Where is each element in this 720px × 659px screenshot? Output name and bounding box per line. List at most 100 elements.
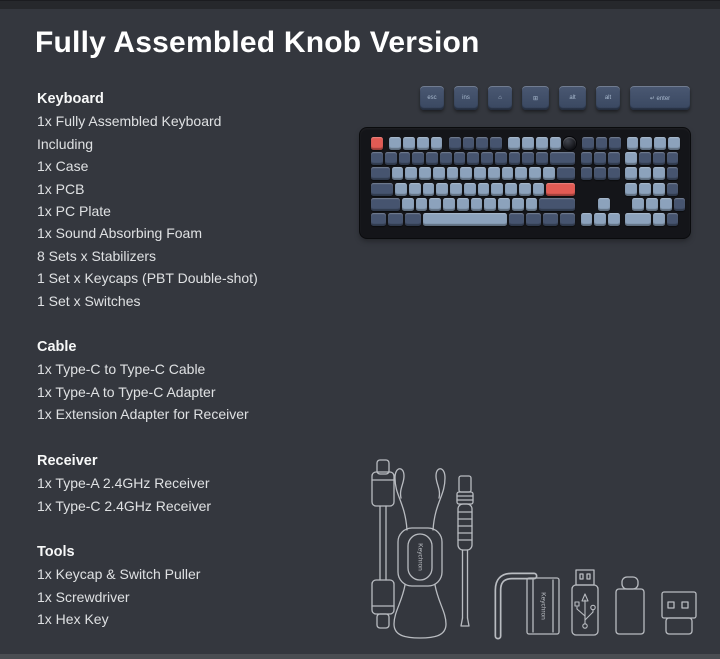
floating-keycap: ⌂ [488, 86, 512, 110]
hex-key-icon [494, 572, 538, 640]
keycap [667, 137, 680, 150]
puller-brand-label: Keychron [416, 543, 423, 571]
list-item: 1x Type-A 2.4GHz Receiver [37, 475, 210, 492]
keycap [498, 197, 510, 211]
list-item: 1x Screwdriver [37, 588, 130, 605]
keycap [522, 152, 534, 166]
key-gap [611, 198, 632, 211]
keycap [625, 152, 638, 166]
keycap [560, 212, 576, 226]
keycap [666, 152, 679, 166]
keycap [412, 152, 424, 166]
keycap [505, 182, 517, 196]
list-item: 1x Type-C 2.4GHz Receiver [37, 497, 212, 514]
keycap [453, 152, 466, 166]
keycap [597, 197, 610, 211]
list-item: 1x Type-C to Type-C Cable [37, 361, 206, 378]
keycap [371, 182, 394, 196]
keycap [666, 167, 679, 181]
keycap [462, 137, 475, 150]
product-section: Tools 1x Keycap & Switch Puller 1x Screwdr… [37, 541, 367, 631]
list-item: 1x PCB [37, 180, 85, 197]
keycap [625, 167, 638, 181]
keycap [371, 197, 400, 211]
keycap [450, 182, 462, 196]
knob [563, 137, 577, 150]
list-item: 1x Sound Absorbing Foam [37, 225, 202, 242]
keycap [456, 197, 469, 211]
keycap [508, 152, 521, 166]
keycap [422, 212, 507, 226]
keycap [515, 167, 528, 181]
key-gap [621, 152, 624, 165]
product-section: Receiver 1x Type-A 2.4GHz Receiver 1x Type… [37, 450, 367, 517]
floating-keycap: alt [596, 86, 620, 110]
product-section: Cable 1x Type-C to Type-C Cable 1x Type-A … [37, 336, 367, 426]
keycap [446, 167, 459, 181]
type-a-receiver-icon [571, 569, 599, 636]
keycap [436, 182, 449, 196]
keycap [395, 182, 407, 196]
keycap [595, 137, 608, 150]
type-c-cable-icon [371, 459, 395, 629]
list-item: 1x Extension Adapter for Receiver [37, 406, 249, 423]
keycap [625, 212, 651, 226]
keycap [652, 212, 665, 226]
key-gap [621, 213, 624, 226]
keycap [415, 197, 428, 211]
keycap [556, 167, 576, 181]
keycap [508, 137, 521, 150]
keycap [371, 167, 390, 181]
keycap [639, 167, 651, 181]
keycap [443, 197, 455, 211]
keycap [432, 167, 445, 181]
keycap [539, 197, 576, 211]
key-gap [384, 137, 389, 150]
keycap [532, 182, 545, 196]
keycap [580, 152, 593, 166]
keycap [632, 197, 644, 211]
keycap [608, 167, 620, 181]
keycap [639, 182, 651, 196]
key-gap [576, 213, 579, 226]
keycap [549, 137, 562, 150]
key-gap [576, 198, 597, 211]
keycap [581, 137, 594, 150]
keycap [511, 197, 524, 211]
keyboard-illustration [360, 128, 690, 238]
adapter-brand-label: Keychron [539, 592, 546, 620]
keycap [371, 137, 383, 150]
keycap [542, 167, 555, 181]
keyboard-row [370, 137, 680, 150]
keycap [401, 197, 414, 211]
keycap [609, 137, 622, 150]
floating-keycap: ⊞ [522, 86, 549, 110]
keycap [535, 137, 548, 150]
keycap [525, 212, 541, 226]
keycap [673, 197, 686, 211]
key-gap [621, 167, 624, 180]
keycap [626, 137, 639, 150]
keyboard-row [370, 212, 680, 226]
floating-keycap: ins [454, 86, 478, 110]
keycap [470, 197, 483, 211]
key-gap [622, 137, 625, 150]
keycap [529, 167, 541, 181]
keycap [652, 182, 665, 196]
key-gap [443, 137, 448, 150]
section-heading: Tools [37, 543, 75, 560]
type-c-adapter-icon [615, 576, 645, 635]
keycap [422, 182, 435, 196]
floating-keycap: alt [559, 86, 586, 110]
keycap [640, 137, 653, 150]
keycap [654, 137, 666, 150]
keyboard-row [370, 152, 680, 166]
keycap [403, 137, 415, 150]
keycap [666, 212, 679, 226]
keycap [474, 167, 486, 181]
keyboard-row [370, 197, 686, 211]
keycap [371, 152, 383, 166]
list-item: 1x Case [37, 158, 89, 175]
key-gap [576, 152, 579, 165]
